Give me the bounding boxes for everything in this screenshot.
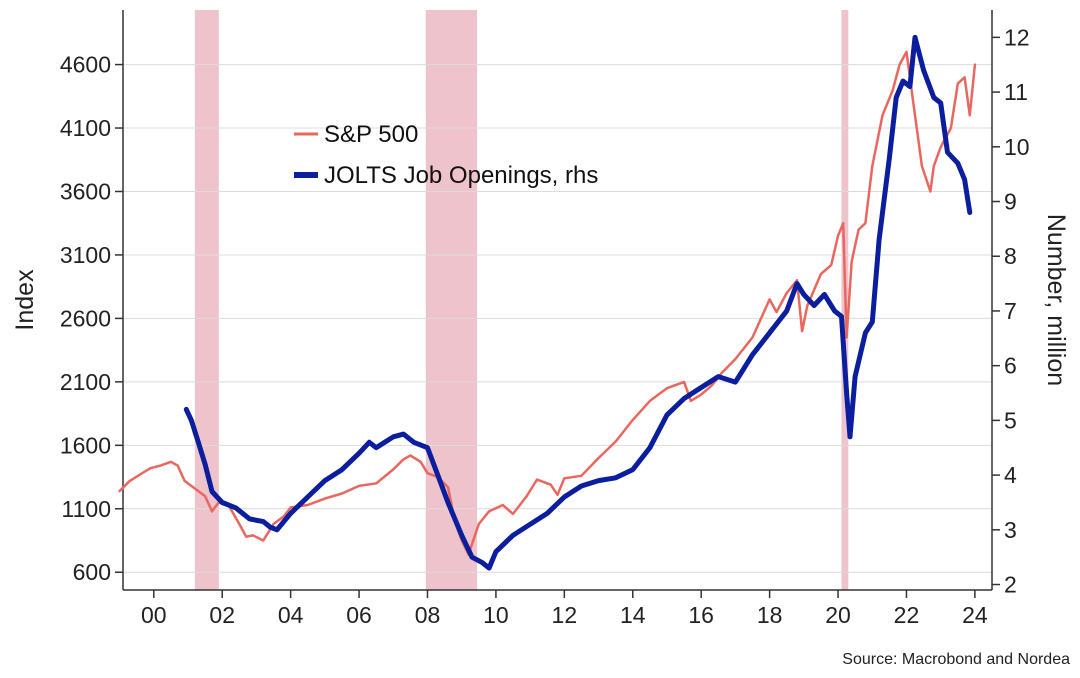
x-tick-label: 04 [278,602,304,628]
source-note: Source: Macrobond and Nordea [842,651,1070,668]
x-tick-label: 12 [552,602,578,628]
x-tick-label: 06 [346,602,372,628]
gridlines [123,64,992,573]
legend-label-sp500: S&P 500 [324,121,418,148]
y-left-axis-ticks: 600 1100 1600 2100 2600 3100 3600 4100 4600 [60,52,123,585]
y-right-tick-label: 2 [1004,572,1017,598]
y-left-axis-title: Index [11,269,39,331]
x-tick-label: 20 [825,602,851,628]
series-line-sp500 [118,50,977,556]
x-tick-label: 00 [141,602,167,628]
x-tick-label: 24 [962,602,988,628]
legend: S&P 500 JOLTS Job Openings, rhs [294,121,598,189]
y-left-tick-label: 4100 [60,115,111,141]
y-left-tick-label: 2100 [60,369,111,395]
x-tick-label: 18 [757,602,783,628]
y-left-tick-label: 600 [73,559,111,585]
x-tick-label: 02 [209,602,235,628]
y-left-tick-label: 4600 [60,52,111,78]
y-right-tick-label: 12 [1004,24,1030,50]
y-left-tick-label: 1100 [62,496,111,522]
series-layer [118,34,977,571]
y-right-tick-label: 6 [1004,353,1017,379]
x-tick-label: 10 [483,602,509,628]
x-tick-label: 22 [894,602,920,628]
y-right-tick-label: 9 [1004,189,1017,215]
y-left-tick-label: 1600 [60,432,111,458]
y-right-tick-label: 4 [1004,462,1017,488]
y-left-tick-label: 3600 [60,178,111,204]
recession-band-1 [194,10,219,590]
recession-band-2 [425,10,478,590]
y-right-axis-title: Number, million [1042,214,1070,386]
y-right-tick-label: 5 [1004,407,1017,433]
y-left-tick-label: 2600 [60,305,111,331]
axes [122,10,993,591]
y-right-tick-label: 7 [1004,298,1017,324]
y-right-tick-label: 10 [1004,134,1030,160]
x-tick-label: 08 [415,602,441,628]
series-line-jolts [183,34,973,571]
y-left-tick-label: 3100 [60,242,111,268]
y-right-tick-label: 3 [1004,517,1017,543]
y-right-axis-ticks: 2 3 4 5 6 7 8 9 10 11 12 [992,24,1030,598]
legend-label-jolts: JOLTS Job Openings, rhs [324,162,598,189]
x-tick-label: 16 [688,602,714,628]
x-axis-ticks: 00 02 04 06 08 10 12 14 16 18 20 22 24 [141,590,988,628]
x-tick-label: 14 [620,602,646,628]
y-right-tick-label: 11 [1004,79,1028,105]
y-right-tick-label: 8 [1004,243,1017,269]
